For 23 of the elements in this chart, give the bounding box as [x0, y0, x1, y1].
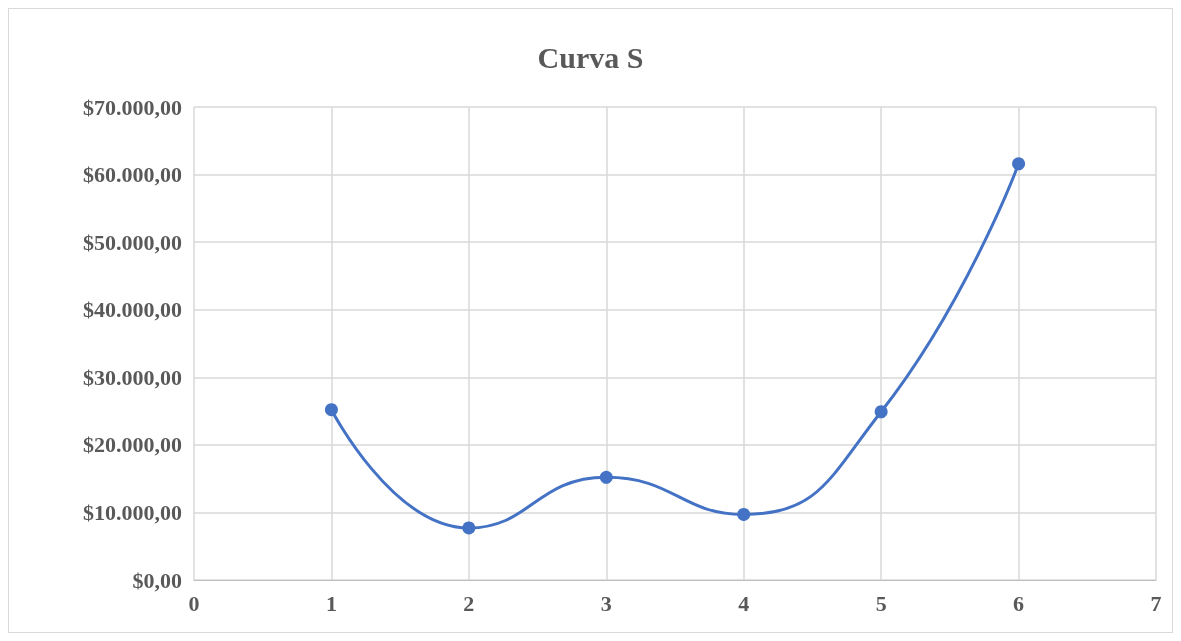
y-tick-label: $50.000,00 — [83, 229, 182, 255]
y-tick-label: $10.000,00 — [83, 499, 182, 525]
y-tick-label: $20.000,00 — [83, 432, 182, 458]
point — [1012, 157, 1026, 171]
point — [599, 470, 613, 484]
x-tick-label: 0 — [188, 590, 200, 616]
point — [324, 403, 338, 417]
x-tick-label: 7 — [1150, 590, 1162, 616]
x-tick-label: 6 — [1013, 590, 1025, 616]
y-tick-label: $70.000,00 — [83, 94, 182, 120]
x-tick-label: 4 — [738, 590, 750, 616]
x-tick-label: 3 — [600, 590, 612, 616]
y-tick-label: $40.000,00 — [83, 297, 182, 323]
point — [462, 521, 476, 535]
chart-title: Curva S — [537, 40, 644, 74]
y-tick-label: $0,00 — [132, 567, 182, 593]
x-tick-label: 5 — [875, 590, 887, 616]
y-tick-label: $30.000,00 — [83, 364, 182, 390]
point — [737, 507, 751, 521]
point — [874, 405, 888, 419]
x-tick-label: 2 — [463, 590, 475, 616]
x-tick-label: 1 — [325, 590, 337, 616]
y-tick-label: $60.000,00 — [83, 162, 182, 188]
